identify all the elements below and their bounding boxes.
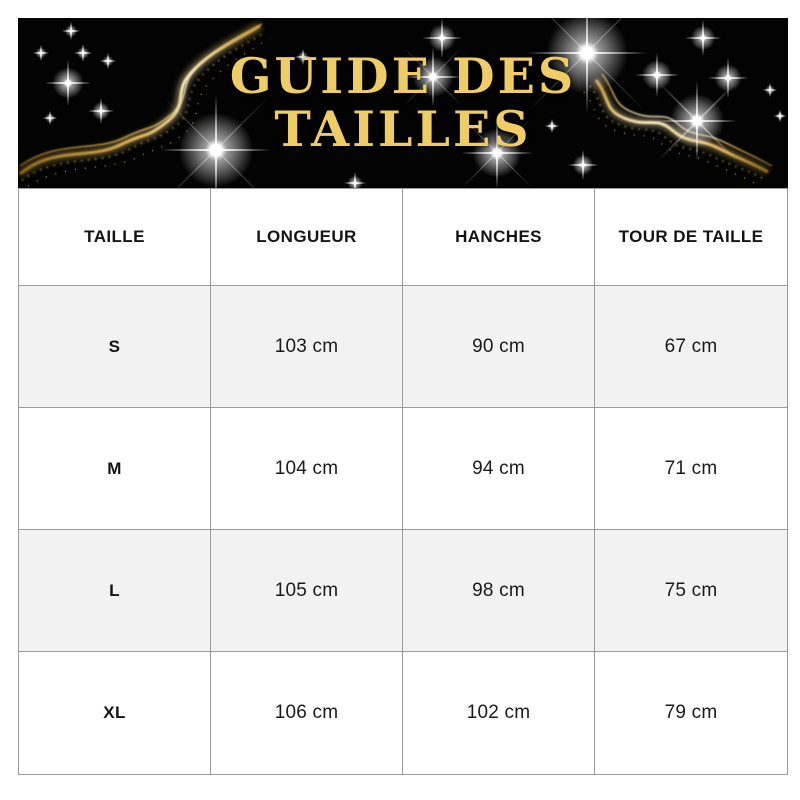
size-cell-s: S bbox=[19, 286, 211, 408]
tour-de-taille-cell-s: 67 cm bbox=[595, 286, 787, 408]
size-cell-l: L bbox=[19, 530, 211, 652]
sparkle-star-icon bbox=[685, 20, 721, 56]
size-guide-banner: GUIDE DES TAILLES bbox=[18, 18, 788, 188]
sparkle-star-icon bbox=[422, 18, 462, 58]
sparkle-star-icon bbox=[527, 18, 647, 113]
sparkle-star-icon bbox=[568, 150, 598, 180]
hanches-cell-l: 98 cm bbox=[403, 530, 595, 652]
sparkle-star-icon bbox=[88, 98, 114, 124]
column-header-taille: TAILLE bbox=[19, 189, 211, 286]
sparkle-star-icon bbox=[295, 49, 311, 65]
sparkle-star-icon bbox=[43, 111, 57, 125]
sparkle-star-icon bbox=[74, 44, 92, 62]
sparkle-star-icon bbox=[33, 45, 49, 61]
tour-de-taille-cell-l: 75 cm bbox=[595, 530, 787, 652]
longueur-cell-s: 103 cm bbox=[211, 286, 403, 408]
longueur-cell-l: 105 cm bbox=[211, 530, 403, 652]
column-header-longueur: LONGUEUR bbox=[211, 189, 403, 286]
sparkle-star-icon bbox=[774, 110, 786, 122]
sparkle-star-icon bbox=[45, 60, 91, 106]
hanches-cell-s: 90 cm bbox=[403, 286, 595, 408]
size-table: TAILLE LONGUEUR HANCHES TOUR DE TAILLE S… bbox=[18, 188, 788, 775]
sparkle-star-icon bbox=[161, 95, 271, 188]
sparkle-star-icon bbox=[635, 53, 679, 97]
sparkle-star-icon bbox=[344, 172, 366, 188]
sparkle-star-icon bbox=[708, 58, 748, 98]
longueur-cell-m: 104 cm bbox=[211, 408, 403, 530]
sparkle-star-icon bbox=[461, 117, 533, 188]
tour-de-taille-cell-xl: 79 cm bbox=[664, 702, 718, 723]
size-cell-m: M bbox=[19, 408, 211, 530]
sparkle-star-icon bbox=[100, 53, 116, 69]
sparkle-star-icon bbox=[545, 119, 559, 133]
hanches-cell-m: 94 cm bbox=[403, 408, 595, 530]
column-header-hanches: HANCHES bbox=[403, 189, 595, 286]
size-cell-xl: XL bbox=[19, 652, 211, 774]
sparkle-star-icon bbox=[763, 83, 777, 97]
tour-de-taille-cell-m: 71 cm bbox=[595, 408, 787, 530]
column-header-tour-de-taille: TOUR DE TAILLE bbox=[595, 189, 787, 286]
longueur-cell-xl: 106 cm bbox=[211, 652, 403, 774]
hanches-cell-xl: 102 cm bbox=[403, 652, 595, 774]
sparkle-star-icon bbox=[62, 22, 80, 40]
